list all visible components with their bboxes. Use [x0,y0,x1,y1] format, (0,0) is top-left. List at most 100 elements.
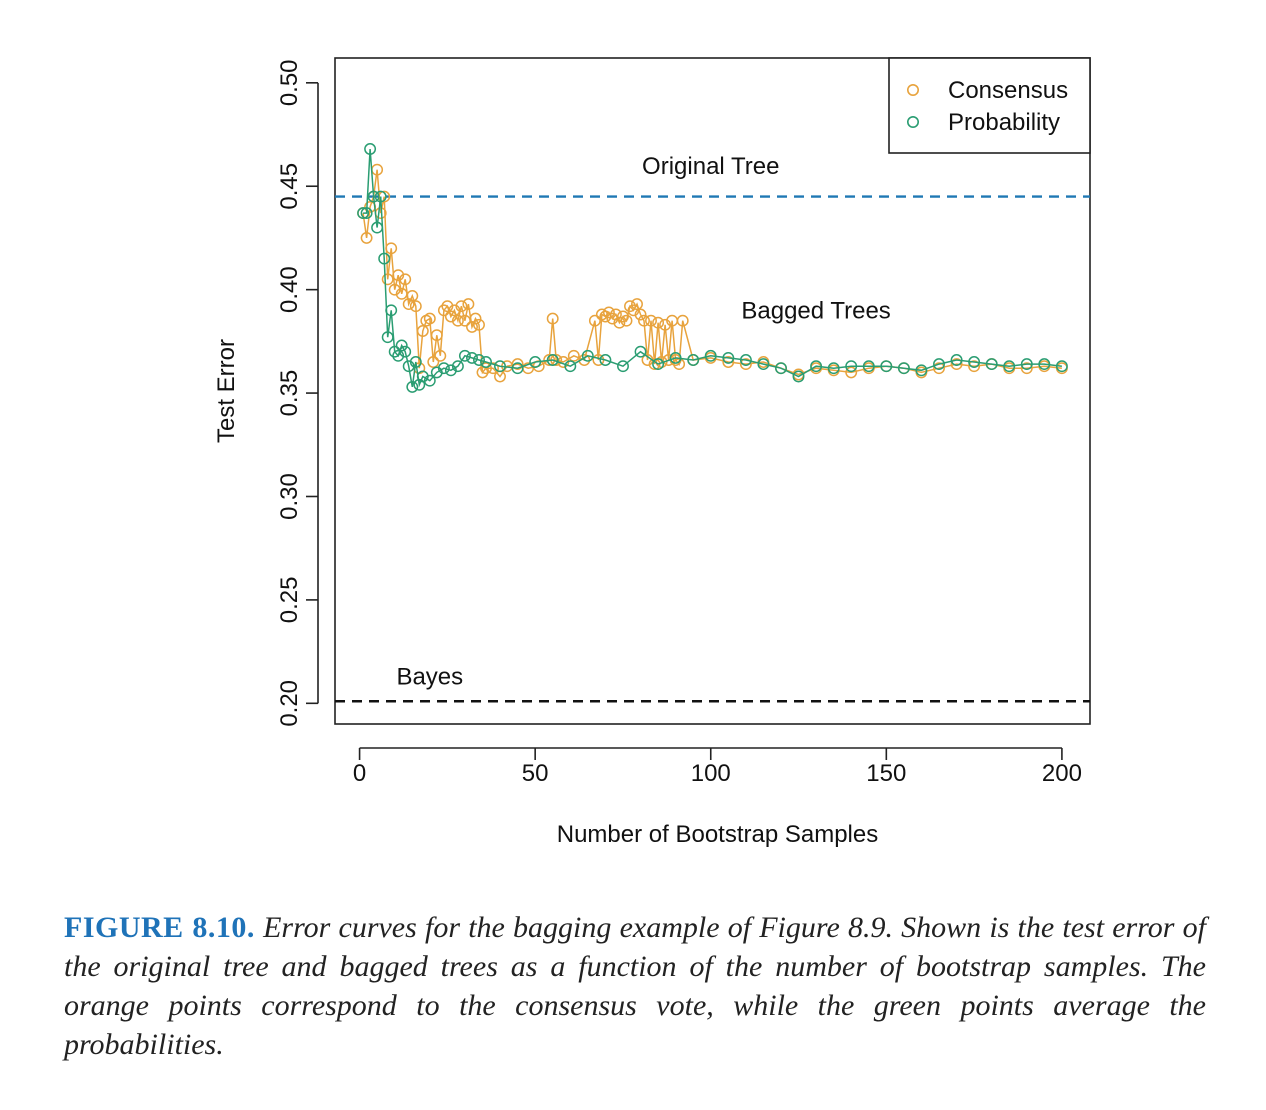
probability-point [739,354,752,366]
consensus-point [469,312,482,325]
probability-point [968,356,981,368]
legend-probability-marker [906,116,919,129]
probability-point [617,360,629,373]
consensus-point [451,314,464,327]
probability-point [862,360,875,373]
caption-text: Error curves for the bagging example of … [64,911,1206,1061]
data-series [357,143,1068,393]
axes: 0 50 100 150 200 Number of Bootstrap Samples 0… [213,57,1091,848]
consensus-line [362,169,1062,378]
consensus-point [588,314,601,327]
x-tick-label: 100 [691,760,731,787]
consensus-point [1020,362,1033,375]
probability-point [722,351,735,364]
probability-point [599,354,612,366]
y-tick-label: 0.20 [276,680,303,727]
consensus-point [602,306,615,319]
consensus-point [638,314,650,327]
consensus-point [409,300,422,313]
probability-point [364,143,377,155]
probability-point [546,354,559,366]
y-tick-label: 0.40 [276,266,303,313]
probability-point [827,362,840,375]
probability-point [845,360,858,373]
original-tree-label: Original Tree [642,153,779,180]
probability-point [529,356,542,368]
probability-point [395,339,408,352]
x-tick-label: 0 [353,760,366,787]
consensus-point [416,325,429,337]
probability-point [669,351,682,364]
consensus-point [950,358,963,371]
y-tick-label: 0.30 [276,473,303,520]
consensus-point [933,362,945,375]
consensus-point [423,312,436,325]
consensus-point [567,349,580,362]
reference-lines [335,195,1090,703]
consensus-point [968,360,981,373]
consensus-point [406,289,419,302]
caption-label: FIGURE 8.10. [64,911,255,944]
consensus-point [434,349,447,362]
probability-point [399,345,412,358]
probability-point [950,354,963,366]
probability-point [880,360,893,373]
bagging-error-chart: 0 50 100 150 200 Number of Bootstrap Samples 0… [213,57,1091,848]
probability-point [810,360,823,373]
consensus-point [385,242,398,255]
probability-point [634,345,647,358]
legend: Consensus Probability [888,57,1091,154]
probability-point [367,190,380,203]
probability-point [378,252,391,265]
probability-point [985,358,998,371]
probability-point [775,362,787,375]
probability-point [494,360,506,373]
x-axis-label: Number of Bootstrap Samples [557,821,878,848]
probability-point [1038,358,1051,371]
legend-probability-label: Probability [948,109,1060,136]
y-tick-label: 0.50 [276,59,303,106]
figure-caption: FIGURE 8.10. Error curves for the baggin… [64,908,1206,1064]
probability-point [385,304,398,317]
probability-point [652,358,665,371]
x-tick-label: 50 [522,760,549,787]
consensus-point [620,314,633,327]
probability-point [1020,358,1033,371]
probability-point [360,207,373,220]
probability-point [437,362,450,375]
plot-frame [334,57,1091,725]
y-tick-label: 0.45 [276,163,303,210]
probability-point [1003,360,1016,373]
legend-box [888,57,1091,154]
legend-consensus-label: Consensus [948,77,1068,104]
probability-point [357,207,370,220]
y-tick-label: 0.25 [276,577,303,624]
bagged-trees-label: Bagged Trees [741,298,890,325]
consensus-point [645,314,657,327]
consensus-point [631,298,643,311]
consensus-point [676,314,689,327]
consensus-point [613,316,626,329]
consensus-point [739,358,752,371]
probability-point [757,358,770,371]
consensus-point [662,354,675,366]
probability-point [473,354,485,366]
probability-point [451,360,464,373]
bayes-label: Bayes [396,664,463,691]
probability-point [423,374,436,387]
probability-point [704,349,717,362]
probability-point [581,349,594,362]
probability-point [409,356,422,368]
x-tick-label: 150 [866,760,906,787]
consensus-point [427,356,440,368]
consensus-point [430,329,443,342]
consensus-point [652,316,665,329]
probability-point [374,190,387,203]
legend-consensus-marker [906,84,919,97]
consensus-point [624,300,636,313]
y-axis-label: Test Error [213,339,240,443]
consensus-point [634,308,647,321]
x-tick-label: 200 [1042,760,1082,787]
consensus-point [546,312,559,325]
probability-series [357,143,1068,393]
